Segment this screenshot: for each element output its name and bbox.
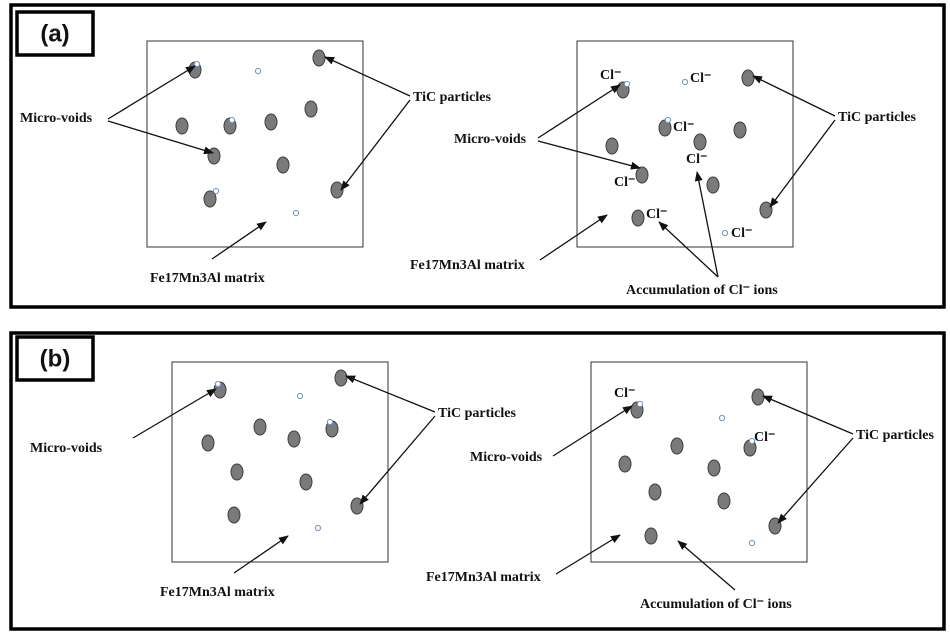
micro-void	[637, 401, 642, 406]
particle	[734, 122, 746, 138]
micro-void	[229, 117, 234, 122]
label: Cl⁻	[731, 226, 752, 241]
particle	[606, 138, 618, 154]
label: Micro-voids	[470, 450, 543, 465]
particle	[202, 435, 214, 451]
micro-void	[624, 81, 629, 86]
micro-void	[315, 525, 320, 530]
particle	[313, 50, 325, 66]
specimen-square	[147, 41, 363, 247]
particle	[671, 438, 683, 454]
particle	[707, 177, 719, 193]
label: Cl⁻	[754, 430, 775, 445]
particle	[231, 464, 243, 480]
specimen-square	[172, 362, 388, 562]
label: Cl⁻	[673, 120, 694, 135]
label: Cl⁻	[686, 152, 707, 167]
particle	[300, 474, 312, 490]
label: Micro-voids	[30, 441, 103, 456]
label: TiC particles	[413, 90, 491, 105]
particle	[752, 389, 764, 405]
particle	[351, 498, 363, 514]
particle	[636, 167, 648, 183]
label: Accumulation of Cl⁻ ions	[640, 597, 792, 612]
micro-void	[255, 68, 260, 73]
particle	[265, 114, 277, 130]
particle	[708, 460, 720, 476]
particle	[718, 493, 730, 509]
micro-void	[297, 393, 302, 398]
particle	[649, 484, 661, 500]
label: Fe17Mn3Al matrix	[426, 570, 541, 585]
particle	[742, 70, 754, 86]
micro-void	[213, 188, 218, 193]
micro-void	[327, 419, 332, 424]
label: Micro-voids	[454, 132, 527, 147]
label: TiC particles	[438, 406, 516, 421]
particle	[305, 101, 317, 117]
particle	[254, 419, 266, 435]
micro-void	[665, 117, 670, 122]
label: (b)	[40, 345, 71, 372]
particle	[760, 202, 772, 218]
particle	[335, 370, 347, 386]
label: Cl⁻	[690, 71, 711, 86]
label: Cl⁻	[614, 175, 635, 190]
label: Accumulation of Cl⁻ ions	[626, 283, 778, 298]
particle	[288, 431, 300, 447]
label: (a)	[40, 20, 69, 47]
micro-void	[722, 230, 727, 235]
label: Cl⁻	[600, 68, 621, 83]
label: Cl⁻	[646, 207, 667, 222]
micro-void	[719, 415, 724, 420]
particle	[228, 507, 240, 523]
particle	[176, 118, 188, 134]
label: TiC particles	[838, 110, 916, 125]
label: Fe17Mn3Al matrix	[160, 585, 275, 600]
particle	[632, 210, 644, 226]
label: Micro-voids	[20, 111, 93, 126]
figure: (a) Micro-voids TiC particles Fe17Mn3Al mat…	[0, 0, 950, 634]
micro-void	[749, 540, 754, 545]
micro-void	[194, 61, 199, 66]
particle	[277, 157, 289, 173]
particle	[769, 518, 781, 534]
micro-void	[215, 381, 220, 386]
particle	[619, 456, 631, 472]
label: TiC particles	[856, 428, 934, 443]
particle	[645, 528, 657, 544]
particle	[694, 134, 706, 150]
label: Fe17Mn3Al matrix	[150, 271, 265, 286]
micro-void	[293, 210, 298, 215]
particle	[208, 148, 220, 164]
label: Cl⁻	[614, 386, 635, 401]
label: Fe17Mn3Al matrix	[410, 258, 525, 273]
micro-void	[682, 79, 687, 84]
